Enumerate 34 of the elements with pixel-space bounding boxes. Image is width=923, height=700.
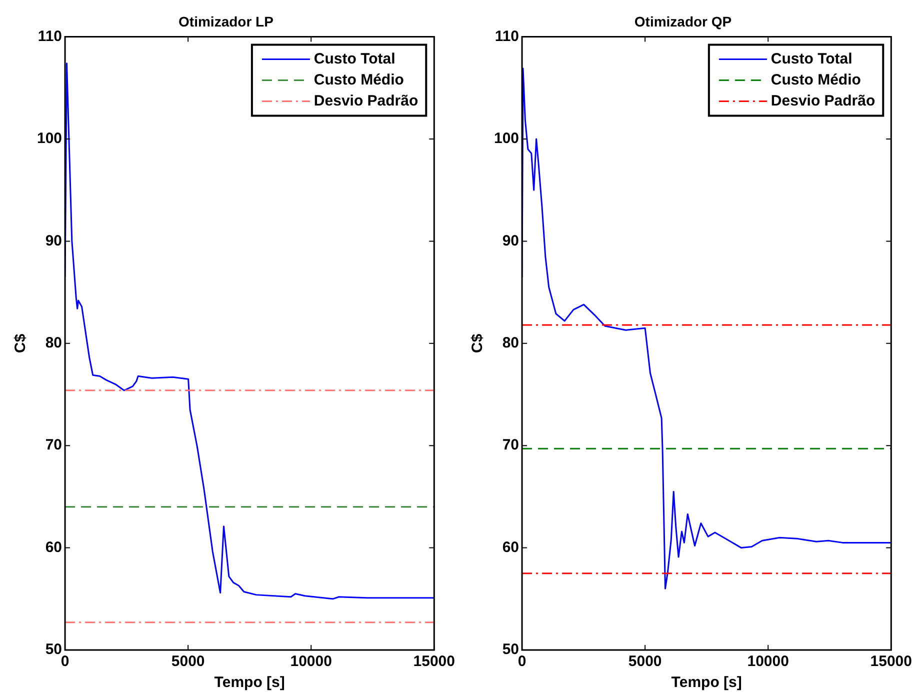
legend-label: Custo Médio [314,71,404,88]
chart-title: Otimizador QP [634,13,732,30]
legend-label: Custo Total [770,50,852,68]
x-tick-label: 0 [60,653,70,670]
x-tick-label: 10000 [290,653,332,670]
y-tick-label: 110 [38,28,62,45]
x-tick-label: 5000 [171,653,205,670]
legend-label: Custo Total [314,50,396,68]
x-tick-label: 15000 [413,653,456,670]
y-tick-label: 50 [45,641,62,658]
legend-label: Desvio Padrão [314,92,418,110]
y-axis-title: C$ [12,333,30,353]
y-tick-label: 90 [502,232,520,250]
chart-title: Otimizador LP [178,13,274,30]
x-axis-title: Tempo [s] [214,674,285,692]
legend-label: Custo Médio [770,71,861,88]
legend-label: Desvio Padrão [770,92,876,110]
x-tick-label: 10000 [747,653,789,670]
x-tick-label: 0 [518,653,526,670]
y-tick-label: 110 [494,28,520,45]
y-tick-label: 100 [494,130,520,148]
y-tick-label: 80 [45,334,62,352]
y-axis-title: C$ [469,333,486,353]
y-tick-label: 50 [502,641,520,658]
y-tick-label: 70 [45,436,62,454]
y-tick-label: 80 [502,334,520,352]
x-tick-label: 5000 [628,653,662,670]
y-tick-label: 100 [36,130,62,148]
x-tick-label: 15000 [870,653,912,670]
y-tick-label: 60 [502,538,520,556]
y-tick-label: 60 [45,538,62,556]
y-tick-label: 70 [502,436,520,454]
x-axis-title: Tempo [s] [671,674,742,692]
y-tick-label: 90 [45,232,62,250]
